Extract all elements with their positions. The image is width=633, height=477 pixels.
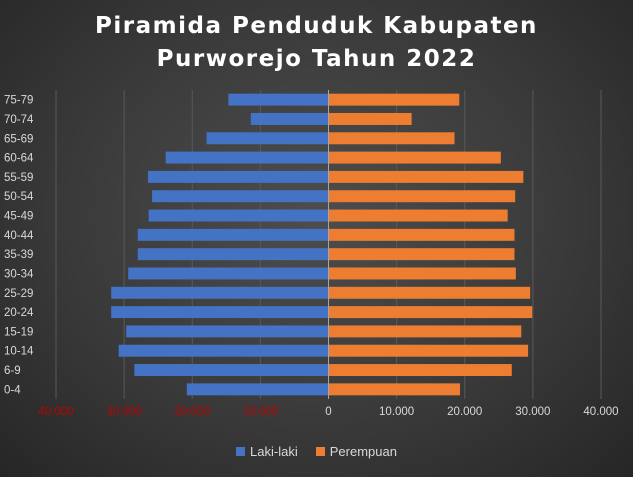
y-tick-label-20-24: 20-24: [4, 307, 34, 319]
bar-laki-laki-50-54: [152, 190, 329, 203]
legend-label-perempuan: Perempuan: [329, 444, 397, 459]
bar-laki-laki-40-44: [137, 228, 329, 241]
bar-laki-laki-10-14: [118, 344, 329, 357]
chart-title-line-2: Purworejo Tahun 2022: [156, 46, 477, 72]
bar-perempuan-75-79: [328, 93, 460, 106]
bar-laki-laki-70-74: [250, 112, 329, 125]
x-tick-label-4: 0: [325, 406, 331, 418]
legend: Laki-laki Perempuan: [0, 444, 633, 459]
bar-laki-laki-35-39: [137, 248, 329, 261]
x-tick-label-8: 40.000: [583, 406, 618, 418]
bar-perempuan-70-74: [328, 112, 412, 125]
y-tick-label-55-59: 55-59: [4, 172, 33, 184]
legend-label-laki-laki: Laki-laki: [250, 444, 298, 459]
x-tick-label-2: 20.000: [175, 406, 210, 418]
y-tick-label-15-19: 15-19: [4, 326, 33, 338]
bar-laki-laki-65-69: [206, 132, 329, 145]
bar-perempuan-25-29: [328, 286, 531, 299]
legend-swatch-laki-laki: [236, 447, 246, 456]
x-tick-label-0: 40.000: [38, 406, 73, 418]
y-tick-label-75-79: 75-79: [4, 95, 33, 107]
y-tick-label-50-54: 50-54: [4, 191, 34, 203]
bar-perempuan-10-14: [328, 344, 529, 357]
bar-perempuan-30-34: [328, 267, 516, 280]
y-tick-label-0-4: 0-4: [4, 384, 21, 396]
y-tick-label-70-74: 70-74: [4, 114, 34, 126]
bar-perempuan-60-64: [328, 151, 501, 164]
bar-perempuan-55-59: [328, 170, 524, 183]
y-tick-label-35-39: 35-39: [4, 249, 33, 261]
bar-laki-laki-55-59: [147, 170, 329, 183]
bar-laki-laki-45-49: [148, 209, 329, 222]
chart-title: Piramida Penduduk Kabupaten Purworejo Ta…: [0, 10, 633, 76]
x-tick-label-7: 30.000: [515, 406, 550, 418]
bar-perempuan-20-24: [328, 306, 533, 319]
bar-laki-laki-30-34: [128, 267, 329, 280]
bar-perempuan-40-44: [328, 228, 515, 241]
bar-laki-laki-60-64: [165, 151, 329, 164]
bar-laki-laki-15-19: [126, 325, 329, 338]
bar-perempuan-45-49: [328, 209, 508, 222]
y-tick-label-65-69: 65-69: [4, 133, 33, 145]
x-tick-label-5: 10.000: [379, 406, 414, 418]
bar-perempuan-6-9: [328, 364, 512, 377]
y-tick-label-40-44: 40-44: [4, 230, 34, 242]
bar-perempuan-65-69: [328, 132, 455, 145]
y-tick-label-6-9: 6-9: [4, 365, 21, 377]
axes: 0-4 6-9 10-14 15-19 20-24 25-29 30-34 35-39 40-4…: [4, 90, 619, 418]
bar-laki-laki-6-9: [134, 364, 329, 377]
legend-item-laki-laki: Laki-laki: [236, 444, 298, 459]
x-tick-label-6: 20.000: [447, 406, 482, 418]
x-tick-label-1: 30.000: [107, 406, 142, 418]
bar-laki-laki-25-29: [111, 286, 329, 299]
bar-laki-laki-75-79: [228, 93, 329, 106]
y-tick-label-25-29: 25-29: [4, 288, 33, 300]
y-tick-label-45-49: 45-49: [4, 211, 33, 223]
bar-perempuan-35-39: [328, 248, 515, 261]
bars: [111, 93, 533, 396]
x-tick-label-3: 10.000: [243, 406, 278, 418]
y-tick-label-60-64: 60-64: [4, 153, 34, 165]
chart-title-line-1: Piramida Penduduk Kabupaten: [95, 13, 538, 39]
legend-swatch-perempuan: [315, 447, 325, 456]
legend-item-perempuan: Perempuan: [315, 444, 397, 459]
y-tick-label-30-34: 30-34: [4, 268, 34, 280]
bar-laki-laki-0-4: [186, 383, 329, 396]
bar-perempuan-15-19: [328, 325, 522, 338]
y-tick-label-10-14: 10-14: [4, 346, 34, 358]
bar-perempuan-0-4: [328, 383, 460, 396]
bar-laki-laki-20-24: [111, 306, 329, 319]
bar-perempuan-50-54: [328, 190, 516, 203]
